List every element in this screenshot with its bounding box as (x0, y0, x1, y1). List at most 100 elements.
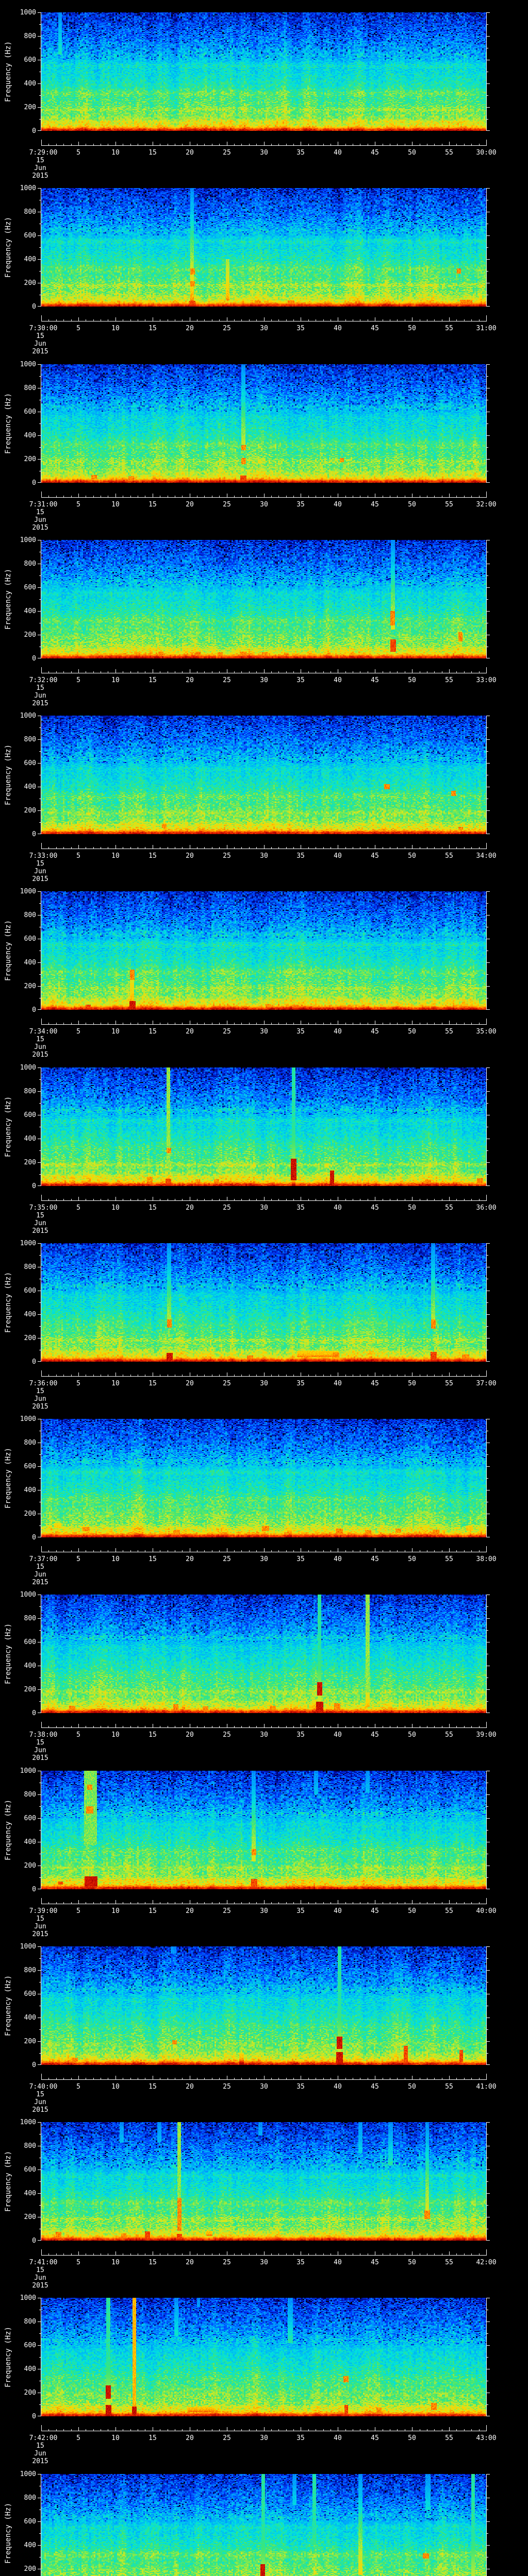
x-tick (249, 2253, 250, 2255)
x-tick (56, 1023, 57, 1024)
x-tick (182, 144, 183, 145)
x-tick-label: 20 (186, 2259, 194, 2266)
y-tick-right (487, 259, 490, 260)
y-tick-label: 200 (24, 631, 36, 639)
x-tick-label: 20 (186, 1555, 194, 1563)
x-tick-label: 30 (260, 1907, 268, 1915)
x-tick-label: 55 (445, 1380, 453, 1387)
y-axis-title: Frequency (Hz) (4, 393, 12, 454)
x-tick (434, 1375, 435, 1376)
y-tick-label: 800 (24, 560, 36, 568)
end-time-label: 31:00 (476, 325, 497, 332)
x-tick (464, 1375, 465, 1376)
start-time-label: 7:32:00 (29, 676, 58, 684)
x-tick (48, 1375, 49, 1376)
y-tick-label: 600 (24, 232, 36, 240)
y-tick-right (487, 1689, 490, 1690)
x-tick (204, 1375, 205, 1376)
x-tick-label: 5 (76, 325, 80, 332)
x-tick (449, 1021, 450, 1024)
x-tick (256, 671, 257, 673)
x-tick-label: 50 (408, 501, 416, 509)
x-tick (41, 315, 42, 321)
y-tick-right (487, 447, 488, 448)
x-tick-label: 55 (445, 325, 453, 332)
x-tick (456, 1550, 457, 1552)
x-tick (293, 2253, 294, 2255)
x-tick (323, 496, 324, 497)
spectrogram-plot (41, 1595, 486, 1713)
spectrogram-plot (41, 1067, 486, 1186)
y-tick-left (38, 1162, 41, 1163)
x-tick (479, 671, 480, 673)
x-tick (93, 2253, 94, 2255)
x-tick (434, 1726, 435, 1727)
x-tick-label: 35 (296, 1380, 305, 1387)
end-time-label: 43:00 (476, 2434, 497, 2442)
x-tick (323, 144, 324, 145)
x-tick-label: 30 (260, 2434, 268, 2442)
x-tick (41, 1722, 42, 1727)
x-tick-label: 25 (223, 1907, 231, 1915)
x-tick-label: 15 (148, 1204, 157, 1212)
y-tick-right (487, 2053, 488, 2054)
date-label: 2015 (32, 2458, 48, 2465)
x-tick-label: 40 (334, 325, 342, 332)
x-tick (249, 496, 250, 497)
y-tick-label: 400 (24, 1838, 36, 1846)
x-tick (241, 2429, 242, 2431)
y-tick-left (39, 2533, 41, 2534)
x-tick (471, 847, 472, 849)
x-tick (464, 319, 465, 321)
x-tick (249, 1023, 250, 1024)
x-tick-label: 25 (223, 2434, 231, 2442)
y-axis-title: Frequency (Hz) (4, 2150, 12, 2212)
x-tick (449, 1900, 450, 1904)
x-tick (249, 144, 250, 145)
start-time-label: 7:41:00 (29, 2259, 58, 2266)
y-tick-left (38, 1314, 41, 1315)
y-tick-label: 400 (24, 1486, 36, 1494)
y-axis-title: Frequency (Hz) (4, 1272, 12, 1333)
x-tick (234, 1375, 235, 1376)
y-tick-label: 200 (24, 982, 36, 990)
x-tick (308, 2429, 309, 2431)
x-tick (204, 2429, 205, 2431)
x-tick (78, 1900, 79, 1904)
y-tick-label: 800 (24, 2142, 36, 2150)
x-tick-label: 45 (371, 325, 379, 332)
x-tick-label: 5 (76, 1731, 80, 1739)
x-tick (278, 1550, 279, 1552)
y-tick-left (38, 259, 41, 260)
x-tick-label: 35 (296, 2259, 305, 2266)
x-tick (479, 319, 480, 321)
x-tick-label: 15 (148, 2259, 157, 2266)
y-tick-label: 1000 (20, 9, 36, 16)
x-tick (456, 847, 457, 849)
x-tick-label: 35 (296, 501, 305, 509)
x-tick (293, 1023, 294, 1024)
y-tick-right (487, 2345, 490, 2346)
x-tick-label: 40 (334, 501, 342, 509)
x-tick (63, 1199, 64, 1200)
x-tick-label: 5 (76, 1204, 80, 1212)
x-tick (48, 671, 49, 673)
x-tick (471, 496, 472, 497)
x-tick (219, 1199, 220, 1200)
x-tick (93, 1375, 94, 1376)
y-tick-right (487, 119, 488, 120)
y-tick-label: 800 (24, 1615, 36, 1622)
y-tick-right (487, 1794, 490, 1795)
y-tick-right (487, 1701, 488, 1702)
date-label: Jun (34, 1043, 46, 1051)
x-tick (182, 1375, 183, 1376)
y-tick-left (38, 1970, 41, 1971)
x-tick (41, 2425, 42, 2431)
x-tick (323, 1375, 324, 1376)
spectrogram-panel: Frequency (Hz) 0 200 400 600 800 1000 5 10 15 20 25… (0, 713, 528, 891)
x-tick-label: 10 (111, 2259, 120, 2266)
y-tick-right (487, 1243, 490, 1244)
x-tick (271, 1902, 272, 1904)
x-tick (345, 1199, 346, 1200)
